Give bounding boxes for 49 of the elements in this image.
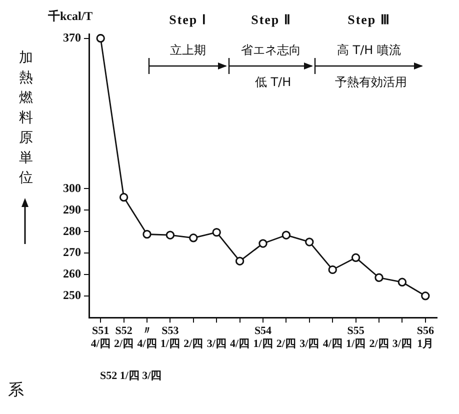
text: Step Ⅱ [250,12,292,28]
y-tick-label: 250 [63,288,81,302]
x-tick-label: 2/四 [276,338,296,350]
y-axis-title: 加熱燃料原単位 [18,49,34,188]
point [166,230,175,240]
x-tick-label: 3/四 [392,338,412,350]
y-tick-label: 260 [63,266,81,281]
x-tick-label: 2/四 [369,338,389,350]
text: Step Ⅰ [168,12,208,28]
point [258,239,268,248]
point [212,228,221,237]
y-tick-label: 300 [63,180,81,195]
x-tick-label: 3/四 [206,338,226,350]
x-tick-label: S56 1月 [416,325,434,350]
x-tick-label: S54 1/四 [253,325,273,350]
y-tick-label: 290 [63,202,81,216]
y-tick-label: 280 [63,224,81,238]
point [328,265,337,274]
x-tick-label: S52 2/四 [114,325,134,350]
y-tick-label: 370 [63,30,81,44]
point [142,230,152,239]
point [189,234,198,242]
x-tick-label: 〃 4/四 [137,325,157,350]
text: S52 1/四 3/四 [100,369,162,383]
x-tick-label: S51 4/四 [90,325,110,350]
annotation: 低 T/H [254,74,292,91]
x-tick-label: S53 1/四 [160,325,180,350]
point [421,292,430,300]
point [351,253,360,262]
point [374,273,384,282]
point [398,278,407,286]
annotation: 予熱有効活用 [334,74,408,91]
point [235,256,244,266]
text: Step Ⅲ [346,12,392,28]
point [119,192,128,202]
x-tick-label: 3/四 [300,338,320,350]
text: 千kcal/T [48,8,93,25]
annotation: 省エネ志向 [240,42,302,59]
annotation: 立上期 [169,42,207,59]
x-tick-label: 4/四 [322,338,342,350]
annotation: 高 T/H 噴流 [336,42,402,59]
x-tick-label: 2/四 [184,338,204,350]
y-tick-label: 270 [63,245,81,260]
x-tick-label: 4/四 [230,338,250,350]
text: 系 [8,380,24,401]
point [282,230,291,240]
x-tick-label: S55 1/四 [346,325,366,350]
point [305,238,314,246]
point [96,34,105,43]
